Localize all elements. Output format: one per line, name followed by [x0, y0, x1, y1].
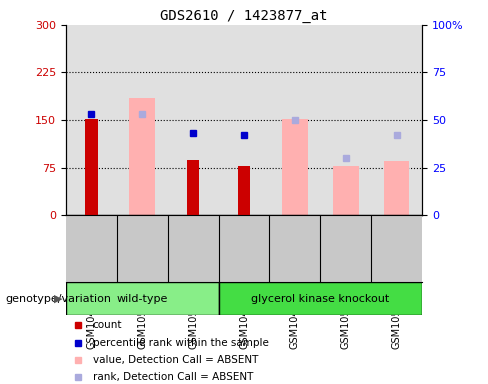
Text: rank, Detection Call = ABSENT: rank, Detection Call = ABSENT [93, 372, 253, 382]
Bar [219, 282, 422, 315]
Bar [238, 166, 250, 215]
Bar [187, 160, 200, 215]
Text: count: count [93, 320, 122, 330]
Bar [66, 282, 219, 315]
Text: glycerol kinase knockout: glycerol kinase knockout [251, 293, 389, 304]
Text: wild-type: wild-type [117, 293, 168, 304]
Bar [282, 119, 307, 215]
Text: ▶: ▶ [54, 293, 63, 304]
Text: value, Detection Call = ABSENT: value, Detection Call = ABSENT [93, 355, 258, 365]
Bar [333, 166, 359, 215]
Bar [129, 98, 155, 215]
Bar [85, 119, 98, 215]
Bar [384, 161, 409, 215]
Text: percentile rank within the sample: percentile rank within the sample [93, 338, 268, 348]
Text: genotype/variation: genotype/variation [5, 293, 111, 304]
Title: GDS2610 / 1423877_at: GDS2610 / 1423877_at [160, 8, 328, 23]
